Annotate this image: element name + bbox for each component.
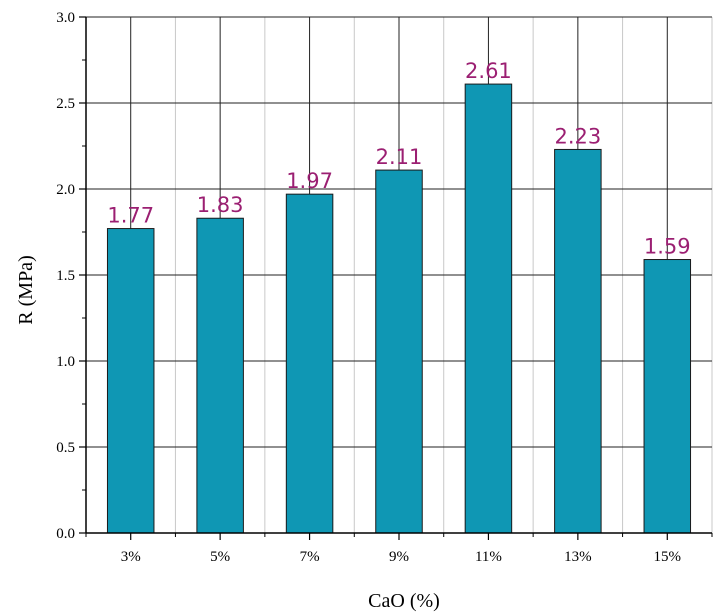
data-label: 1.97 bbox=[286, 169, 333, 193]
bar-13pct bbox=[554, 148, 602, 534]
bar-9pct bbox=[375, 169, 423, 534]
x-tick-label: 15% bbox=[654, 549, 682, 565]
y-tick-label: 3.0 bbox=[56, 10, 75, 26]
data-label: 2.23 bbox=[554, 124, 601, 148]
y-tick-label: 0.5 bbox=[56, 440, 75, 456]
x-tick-label: 9% bbox=[389, 549, 409, 565]
y-tick-labels: 0.0 0.5 1.0 1.5 2.0 2.5 3.0 bbox=[56, 10, 75, 542]
x-tick-label: 13% bbox=[564, 549, 592, 565]
x-tick-label: 11% bbox=[475, 549, 502, 565]
bar-3pct bbox=[106, 228, 155, 534]
data-label: 1.59 bbox=[644, 235, 691, 259]
data-label: 1.77 bbox=[107, 204, 154, 228]
y-tick-label: 2.5 bbox=[56, 96, 75, 112]
y-axis-title: R (MPa) bbox=[15, 255, 37, 324]
x-axis-title: CaO (%) bbox=[368, 590, 440, 612]
bar-7pct bbox=[285, 193, 334, 534]
data-label: 1.83 bbox=[197, 193, 244, 217]
bar-11pct bbox=[464, 83, 513, 534]
bars bbox=[106, 83, 692, 534]
data-label: 2.61 bbox=[465, 59, 512, 83]
x-tick-label: 3% bbox=[121, 549, 141, 565]
y-tick-label: 2.0 bbox=[56, 182, 75, 198]
x-tick-label: 7% bbox=[300, 549, 320, 565]
data-labels: 1.77 1.83 1.97 2.11 2.61 2.23 1.59 bbox=[107, 59, 690, 258]
y-tick-label: 1.0 bbox=[56, 354, 75, 370]
y-tick-label: 0.0 bbox=[56, 526, 75, 542]
x-tick-labels: 3% 5% 7% 9% 11% 13% 15% bbox=[121, 549, 681, 565]
bar-5pct bbox=[196, 217, 244, 534]
y-tick-label: 1.5 bbox=[56, 268, 75, 284]
data-label: 2.11 bbox=[376, 145, 423, 169]
x-tick-label: 5% bbox=[210, 549, 230, 565]
bar-15pct bbox=[643, 259, 692, 534]
axes bbox=[79, 16, 713, 540]
